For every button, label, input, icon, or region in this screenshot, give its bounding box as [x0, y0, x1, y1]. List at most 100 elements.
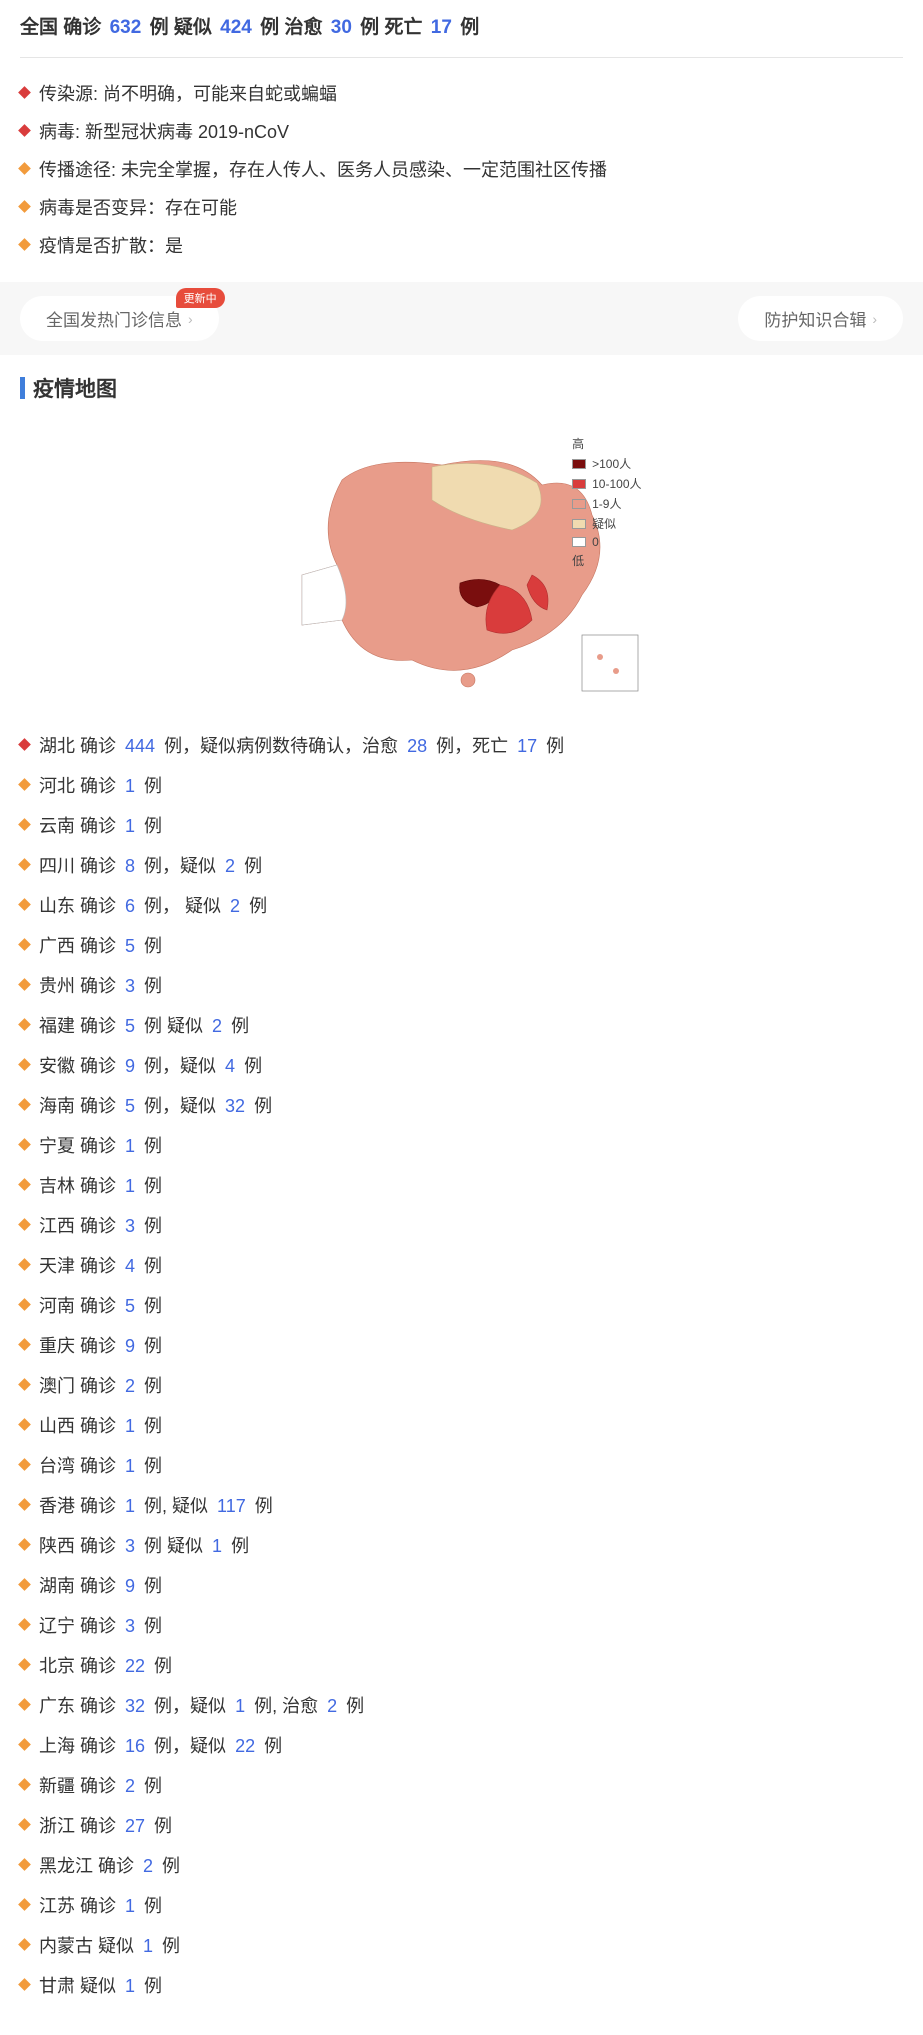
province-item: 湖北 确诊 444 例，疑似病例数待确认，治愈 28 例，死亡 17 例 — [20, 725, 903, 765]
stat-number: 1 — [143, 1936, 153, 1956]
stat-number: 2 — [212, 1016, 222, 1036]
province-text: 重庆 确诊 9 例 — [39, 1332, 162, 1358]
stat-number: 1 — [125, 776, 135, 796]
diamond-bullet-icon — [18, 818, 31, 831]
province-text: 上海 确诊 16 例，疑似 22 例 — [39, 1732, 282, 1758]
cured-count: 30 — [331, 17, 352, 38]
province-text: 天津 确诊 4 例 — [39, 1252, 162, 1278]
legend-swatch — [572, 479, 586, 489]
province-item: 安徽 确诊 9 例，疑似 4 例 — [20, 1045, 903, 1085]
button-row: 全国发热门诊信息 › 更新中 防护知识合辑 › — [0, 282, 923, 355]
diamond-bullet-icon — [18, 1658, 31, 1671]
legend-low-label: 低 — [572, 552, 641, 569]
diamond-bullet-icon — [18, 1298, 31, 1311]
province-text: 香港 确诊 1 例, 疑似 117 例 — [39, 1492, 273, 1518]
diamond-bullet-icon — [18, 124, 31, 137]
stat-number: 32 — [225, 1096, 245, 1116]
legend-high-label: 高 — [572, 435, 641, 452]
province-item: 新疆 确诊 2 例 — [20, 1765, 903, 1805]
info-item: 传播途径: 未完全掌握，存在人传人、医务人员感染、一定范围社区传播 — [20, 150, 903, 188]
stat-number: 1 — [212, 1536, 222, 1556]
death-label: 死亡 — [384, 17, 422, 38]
stat-number: 1 — [125, 1176, 135, 1196]
province-text: 陕西 确诊 3 例 疑似 1 例 — [39, 1532, 249, 1558]
legend-row: >100人 — [572, 455, 641, 472]
province-text: 辽宁 确诊 3 例 — [39, 1612, 162, 1638]
clinic-info-button[interactable]: 全国发热门诊信息 › 更新中 — [20, 296, 219, 341]
unit: 例 — [260, 17, 279, 38]
diamond-bullet-icon — [18, 1338, 31, 1351]
province-text: 浙江 确诊 27 例 — [39, 1812, 172, 1838]
diamond-bullet-icon — [18, 1778, 31, 1791]
province-item: 澳门 确诊 2 例 — [20, 1365, 903, 1405]
map-title-text: 疫情地图 — [33, 373, 117, 403]
province-text: 河北 确诊 1 例 — [39, 772, 162, 798]
province-text: 江西 确诊 3 例 — [39, 1212, 162, 1238]
diamond-bullet-icon — [18, 1258, 31, 1271]
province-text: 河南 确诊 5 例 — [39, 1292, 162, 1318]
stat-number: 3 — [125, 1616, 135, 1636]
cured-label: 治愈 — [284, 17, 322, 38]
diamond-bullet-icon — [18, 778, 31, 791]
diamond-bullet-icon — [18, 1138, 31, 1151]
title-accent-bar — [20, 377, 25, 399]
province-text: 吉林 确诊 1 例 — [39, 1172, 162, 1198]
stat-number: 5 — [125, 1016, 135, 1036]
legend-swatch — [572, 537, 586, 547]
diamond-bullet-icon — [18, 858, 31, 871]
province-text: 贵州 确诊 3 例 — [39, 972, 162, 998]
province-text: 福建 确诊 5 例 疑似 2 例 — [39, 1012, 249, 1038]
province-item: 海南 确诊 5 例，疑似 32 例 — [20, 1085, 903, 1125]
legend-label: >100人 — [592, 455, 631, 472]
info-text: 病毒是否变异：存在可能 — [39, 194, 237, 220]
diamond-bullet-icon — [18, 1058, 31, 1071]
province-text: 北京 确诊 22 例 — [39, 1652, 172, 1678]
stat-number: 2 — [125, 1376, 135, 1396]
province-item: 宁夏 确诊 1 例 — [20, 1125, 903, 1165]
province-text: 四川 确诊 8 例，疑似 2 例 — [39, 852, 262, 878]
diamond-bullet-icon — [18, 238, 31, 251]
legend-label: 1-9人 — [592, 495, 621, 512]
stat-number: 9 — [125, 1056, 135, 1076]
info-text: 病毒: 新型冠状病毒 2019-nCoV — [39, 118, 289, 144]
diamond-bullet-icon — [18, 898, 31, 911]
province-text: 江苏 确诊 1 例 — [39, 1892, 162, 1918]
stat-number: 4 — [125, 1256, 135, 1276]
province-item: 吉林 确诊 1 例 — [20, 1165, 903, 1205]
legend-swatch — [572, 459, 586, 469]
clinic-info-label: 全国发热门诊信息 — [46, 306, 182, 331]
province-text: 山西 确诊 1 例 — [39, 1412, 162, 1438]
nation-label: 全国 — [20, 17, 58, 38]
province-text: 内蒙古 疑似 1 例 — [39, 1932, 180, 1958]
stat-number: 27 — [125, 1816, 145, 1836]
stat-number: 1 — [125, 1136, 135, 1156]
legend-swatch — [572, 519, 586, 529]
diamond-bullet-icon — [18, 1938, 31, 1951]
province-item: 云南 确诊 1 例 — [20, 805, 903, 845]
map-area: 高>100人10-100人1-9人疑似0低 — [0, 415, 923, 715]
knowledge-button[interactable]: 防护知识合辑 › — [738, 296, 903, 341]
province-item: 福建 确诊 5 例 疑似 2 例 — [20, 1005, 903, 1045]
legend-label: 疑似 — [592, 515, 616, 532]
province-text: 山东 确诊 6 例， 疑似 2 例 — [39, 892, 267, 918]
province-item: 台湾 确诊 1 例 — [20, 1445, 903, 1485]
divider — [20, 57, 903, 58]
national-stats: 全国 确诊 632 例 疑似 424 例 治愈 30 例 死亡 17 例 — [0, 0, 923, 51]
legend-label: 0 — [592, 535, 599, 549]
stat-number: 2 — [143, 1856, 153, 1876]
chevron-right-icon: › — [872, 311, 877, 327]
province-text: 甘肃 疑似 1 例 — [39, 1972, 162, 1998]
stat-number: 5 — [125, 936, 135, 956]
confirmed-label: 确诊 — [63, 17, 101, 38]
china-map: 高>100人10-100人1-9人疑似0低 — [282, 425, 642, 705]
diamond-bullet-icon — [18, 1498, 31, 1511]
diamond-bullet-icon — [18, 938, 31, 951]
stat-number: 28 — [407, 736, 427, 756]
stat-number: 9 — [125, 1336, 135, 1356]
suspected-count: 424 — [220, 17, 252, 38]
death-count: 17 — [431, 17, 452, 38]
stat-number: 32 — [125, 1696, 145, 1716]
stat-number: 22 — [125, 1656, 145, 1676]
info-item: 疫情是否扩散：是 — [20, 226, 903, 264]
diamond-bullet-icon — [18, 1098, 31, 1111]
